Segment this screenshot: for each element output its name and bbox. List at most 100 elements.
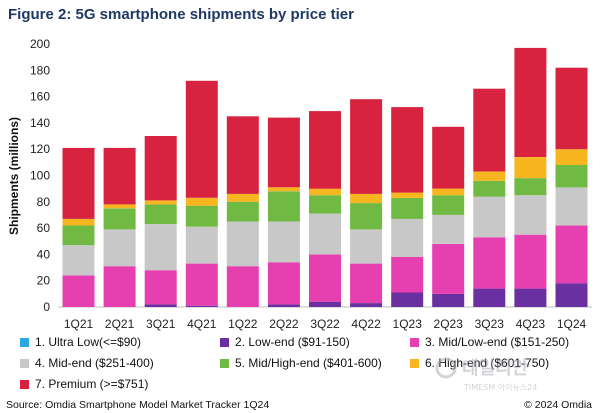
legend-item: 2. Low-end ($91-150) [220,335,350,349]
bar-segment [555,187,588,226]
bar-segment [473,171,506,181]
bar-segment [350,263,383,303]
y-tick-label: 140 [30,116,50,130]
bar-segment [226,266,259,307]
bar-segment [267,191,300,222]
bar-segment [267,117,300,188]
watermark-sub: TIMESM 아이뉴스24 [463,382,537,392]
x-tick-label: 1Q23 [393,317,423,331]
bar-segment [555,67,588,150]
bar-segment [103,147,136,205]
bar-segment [309,254,341,302]
bar-segment [350,203,383,230]
bar-segment [555,149,588,165]
bar-segment [103,266,136,307]
bar-segment [350,303,383,307]
bar-segment [350,229,383,264]
legend-label: 7. Premium (>=$751) [35,377,149,391]
bar-segment [555,225,588,284]
bar-segment [144,304,177,307]
bar-segment [309,213,341,255]
bar-segment [514,157,547,179]
bar-segment [226,116,259,194]
bar-segment [309,111,341,189]
y-tick-label: 40 [37,247,51,261]
x-tick-label: 4Q21 [187,317,217,331]
bar-segment [103,229,136,267]
x-tick-label: 3Q23 [475,317,505,331]
bar-segment [226,193,259,202]
y-tick-label: 160 [30,90,50,104]
bar-segment [267,187,300,192]
x-tick-label: 1Q21 [64,317,94,331]
legend-item: 1. Ultra Low(<=$90) [20,335,141,349]
legend-swatch [410,358,419,368]
bar-segment [309,301,341,307]
bar-segment [62,275,95,307]
y-tick-label: 0 [43,300,50,314]
bar-segment [62,225,95,246]
y-tick-label: 100 [30,169,50,183]
legend-swatch [410,337,419,347]
bar-segment [185,305,218,307]
bar-segment [267,262,300,305]
bar-segment [144,204,177,225]
y-tick-label: 20 [37,274,51,288]
bar-segment [185,263,218,306]
bar-segment [103,208,136,230]
bar-segment [514,195,547,235]
y-axis-title: Shipments (millions) [7,117,21,235]
bar-segment [62,147,95,219]
legend-label: 2. Low-end ($91-150) [235,335,350,349]
copyright: © 2024 Omdia [524,399,592,411]
bar-segment [103,204,136,209]
bar-segment [267,221,300,263]
legend-swatch [20,379,29,389]
bar-segment [432,243,465,294]
x-tick-label: 1Q24 [557,317,587,331]
legend-item: 4. Mid-end ($251-400) [20,356,154,370]
bar-segment [514,234,547,289]
bar-segment [62,218,95,226]
y-tick-label: 60 [37,221,51,235]
bar-segment [555,165,588,188]
x-tick-label: 1Q22 [228,317,258,331]
x-tick-label: 2Q21 [105,317,135,331]
x-axis: 1Q21 2Q21 3Q21 4Q21 1Q22 2Q22 3Q22 4Q22 1Q23 2Q23… [58,306,592,331]
legend-item: 6. High-end ($601-750) [410,356,549,370]
bar-segment [185,80,218,198]
bar-segment [185,205,218,227]
bar-segment [185,197,218,206]
bar-segment [432,188,465,196]
legend-item: 5. Mid/High-end ($401-600) [220,356,382,370]
x-tick-label: 2Q23 [434,317,464,331]
bar-segment [144,270,177,305]
x-tick-label: 3Q21 [146,317,176,331]
source-note: Source: Omdia Smartphone Model Market Tr… [6,399,270,411]
bar-segment [432,214,465,244]
bar-segment [391,292,424,307]
bar-segment [432,126,465,189]
bar-segment [473,180,506,197]
bar-segment [267,304,300,307]
bar-segment [432,293,465,307]
bar-segment [144,224,177,271]
bar-segment [62,245,95,276]
bar-segment [309,195,341,214]
y-tick-label: 80 [37,195,51,209]
legend-swatch [220,337,229,347]
bar-segment [391,218,424,257]
legend-item: 7. Premium (>=$751) [20,377,148,391]
bar-segment [514,178,547,196]
bar-segment [350,99,383,194]
bar-segment [391,197,424,219]
bar-segment [514,47,547,157]
x-tick-label: 3Q22 [310,317,340,331]
legend-label: 4. Mid-end ($251-400) [35,356,154,370]
bar-segment [473,237,506,289]
legend-swatch [20,358,29,368]
y-axis: 0 20 40 60 80 100 120 140 160 180 200 [30,37,50,314]
x-tick-label: 2Q22 [269,317,299,331]
x-tick-label: 4Q23 [516,317,546,331]
chart-title: Figure 2: 5G smartphone shipments by pri… [8,6,354,23]
